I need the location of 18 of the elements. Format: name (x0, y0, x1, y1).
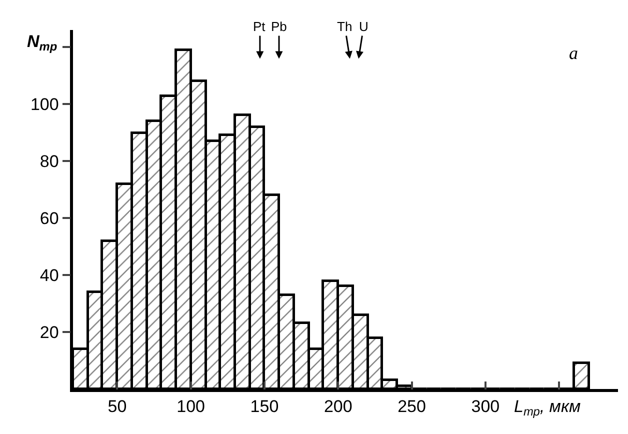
annotation: a (569, 43, 578, 63)
y-tick-label: 40 (40, 266, 59, 285)
annotation: U (359, 19, 368, 34)
x-axis-title: L$_{тр}$, мкм (514, 397, 581, 419)
x-tick-label: 250 (398, 397, 426, 416)
x-tick-label: 200 (324, 397, 352, 416)
y-tick-label: 100 (30, 95, 59, 114)
x-tick-label: 100 (176, 397, 206, 416)
annotation: Pb (271, 19, 287, 34)
y-tick-label: 20 (40, 322, 59, 342)
x-tick-label: 300 (471, 397, 500, 416)
annotation: Pt (253, 19, 266, 34)
x-tick-label: 50 (108, 397, 127, 416)
y-tick-label: 60 (40, 209, 59, 228)
annotation: Th (337, 19, 352, 34)
y-axis-title: N$_{тр}$ (27, 32, 58, 54)
y-tick-label: 80 (40, 152, 59, 172)
x-tick-label: 150 (250, 397, 279, 416)
